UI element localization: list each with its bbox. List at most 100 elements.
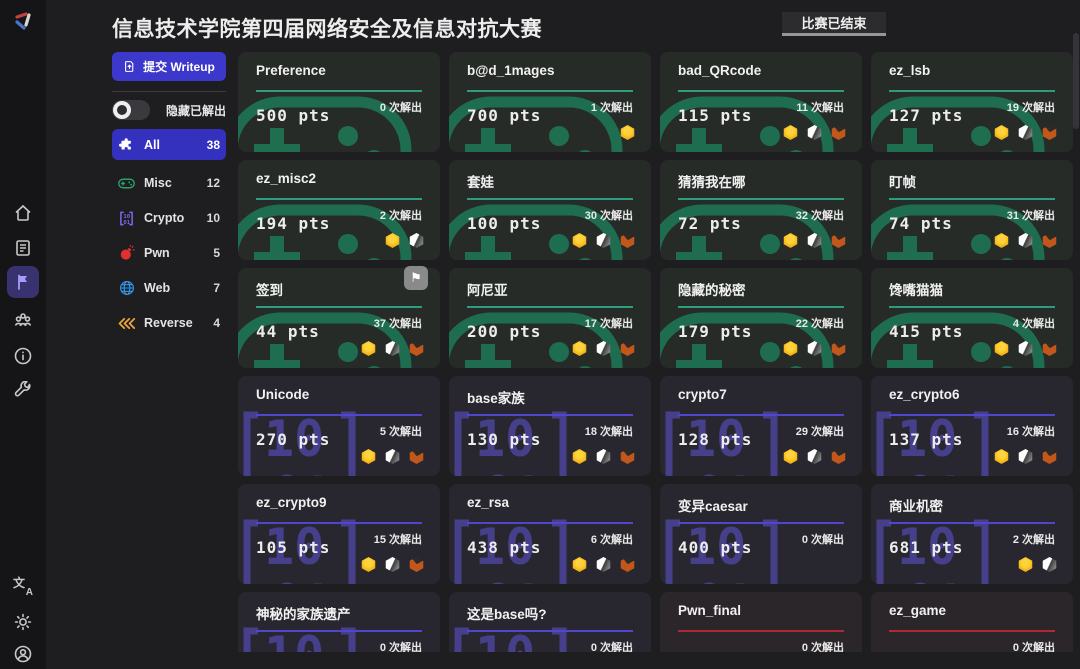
sidebar-divider xyxy=(112,91,226,92)
bronze-blood-badge xyxy=(620,233,635,248)
challenge-points: 270 pts xyxy=(256,430,331,449)
challenges-flag-icon-active[interactable] xyxy=(7,266,39,298)
left-rail: 文 A xyxy=(0,0,46,669)
challenge-points: 438 pts xyxy=(467,538,542,557)
challenge-card[interactable]: 签到 37 次解出 44 pts ⚑ xyxy=(238,266,440,368)
challenge-solve-count: 18 次解出 xyxy=(584,426,633,438)
solved-flag-badge: ⚑ xyxy=(404,266,428,290)
silver-blood-badge xyxy=(385,449,400,464)
challenge-solve-count: 1 次解出 xyxy=(590,102,633,114)
challenge-card[interactable]: ez_misc2 2 次解出 194 pts ⚑ xyxy=(238,160,440,260)
gold-blood-badge xyxy=(994,449,1009,464)
challenge-card[interactable]: ez_lsb 19 次解出 127 pts ⚑ xyxy=(871,52,1073,152)
admin-wrench-icon[interactable] xyxy=(13,380,33,401)
bronze-blood-badge xyxy=(831,125,846,140)
challenge-card[interactable]: 套娃 30 次解出 100 pts ⚑ xyxy=(449,160,651,260)
challenge-points: 700 pts xyxy=(467,106,542,125)
challenge-card[interactable]: Pwn_final 0 次解出 ⚑ xyxy=(660,592,862,652)
challenge-title: 签到 xyxy=(256,283,283,298)
hide-solved-toggle[interactable] xyxy=(112,100,150,120)
challenge-solve-count: 31 次解出 xyxy=(1006,210,1055,222)
teams-icon[interactable] xyxy=(13,310,33,330)
app-logo-icon[interactable] xyxy=(9,8,37,36)
category-color-line xyxy=(678,306,844,308)
scrollbar-thumb[interactable] xyxy=(1073,33,1079,129)
challenge-points: 72 pts xyxy=(678,214,742,233)
bomb-icon xyxy=(118,245,135,261)
category-filter-pwn[interactable]: Pwn 5 xyxy=(112,243,226,263)
blood-badges xyxy=(361,449,424,464)
blood-badges xyxy=(572,233,635,248)
theme-sun-icon[interactable] xyxy=(13,612,33,632)
silver-blood-badge xyxy=(1018,233,1033,248)
blood-badges xyxy=(385,233,424,248)
contest-status-badge[interactable]: 比赛已结束 xyxy=(782,12,886,36)
gold-blood-badge xyxy=(361,557,376,572)
challenge-points: 44 pts xyxy=(256,322,320,341)
language-icon[interactable]: 文 A xyxy=(13,576,33,598)
bronze-blood-badge xyxy=(1042,233,1057,248)
challenge-title: ez_lsb xyxy=(889,63,931,78)
challenge-solve-count: 22 次解出 xyxy=(795,318,844,330)
challenge-points: 194 pts xyxy=(256,214,331,233)
svg-text:01: 01 xyxy=(123,219,130,225)
category-label: Web xyxy=(144,281,171,295)
challenge-solve-count: 30 次解出 xyxy=(584,210,633,222)
svg-text:01: 01 xyxy=(272,574,332,584)
challenge-solve-count: 15 次解出 xyxy=(373,534,422,546)
category-color-line xyxy=(678,198,844,200)
submit-writeup-button[interactable]: 提交 Writeup xyxy=(112,52,226,81)
challenge-card[interactable]: ez_game 0 次解出 ⚑ xyxy=(871,592,1073,652)
challenge-solve-count: 37 次解出 xyxy=(373,318,422,330)
silver-blood-badge xyxy=(596,557,611,572)
category-filter-reverse[interactable]: Reverse 4 xyxy=(112,313,226,333)
challenge-solve-count: 29 次解出 xyxy=(795,426,844,438)
submit-writeup-label: 提交 Writeup xyxy=(143,60,215,74)
challenge-card[interactable]: 猜猜我在哪 32 次解出 72 pts ⚑ xyxy=(660,160,862,260)
challenge-card[interactable]: 阿尼亚 17 次解出 200 pts ⚑ xyxy=(449,268,651,368)
category-color-line xyxy=(678,414,844,416)
toggle-knob xyxy=(113,101,131,119)
category-count: 5 xyxy=(213,246,220,260)
category-filter-web[interactable]: Web 7 xyxy=(112,278,226,298)
category-filter-crypto[interactable]: 10 01 Crypto 10 xyxy=(112,208,226,228)
silver-blood-badge xyxy=(409,233,424,248)
home-icon[interactable] xyxy=(13,203,33,223)
challenge-card[interactable]: 馋嘴猫猫 4 次解出 415 pts ⚑ xyxy=(871,268,1073,368)
challenge-card[interactable]: bad_QRcode 11 次解出 115 pts ⚑ xyxy=(660,52,862,152)
challenge-card[interactable]: 盯帧 31 次解出 74 pts ⚑ xyxy=(871,160,1073,260)
challenge-solve-count: 0 次解出 xyxy=(379,642,422,652)
challenge-title: base家族 xyxy=(467,391,525,406)
account-avatar-icon[interactable] xyxy=(13,644,33,664)
challenge-solve-count: 2 次解出 xyxy=(379,210,422,222)
challenge-card[interactable]: 隐藏的秘密 22 次解出 179 pts ⚑ xyxy=(660,268,862,368)
bronze-blood-badge xyxy=(409,341,424,356)
challenge-points: 200 pts xyxy=(467,322,542,341)
blood-badges xyxy=(361,557,424,572)
category-filter-all[interactable]: All 38 xyxy=(112,129,226,160)
challenge-points: 681 pts xyxy=(889,538,964,557)
gold-blood-badge xyxy=(783,449,798,464)
challenge-card[interactable]: b@d_1mages 1 次解出 700 pts ⚑ xyxy=(449,52,651,152)
about-info-icon[interactable] xyxy=(13,346,33,366)
challenge-card[interactable]: Preference 0 次解出 500 pts ⚑ xyxy=(238,52,440,152)
category-filter-misc[interactable]: Misc 12 xyxy=(112,173,226,193)
hide-solved-row: 隐藏已解出 xyxy=(112,99,226,121)
challenge-title: 猜猜我在哪 xyxy=(678,175,746,190)
blood-badges xyxy=(1018,557,1057,572)
category-color-line xyxy=(256,630,422,632)
posts-icon[interactable] xyxy=(13,238,33,258)
category-color-line xyxy=(678,522,844,524)
category-color-line xyxy=(467,630,633,632)
challenge-solve-count: 19 次解出 xyxy=(1006,102,1055,114)
